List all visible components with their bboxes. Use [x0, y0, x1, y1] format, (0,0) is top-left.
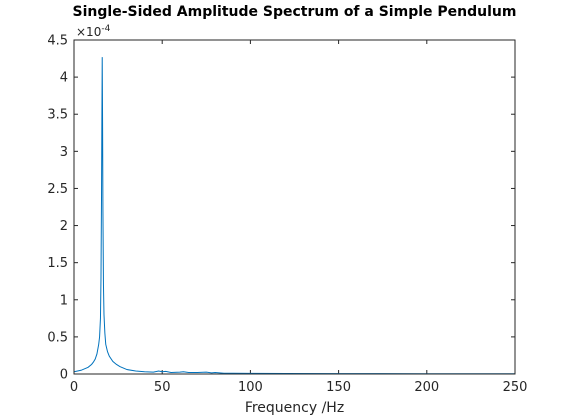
- y-tick-label: 0: [60, 368, 68, 383]
- y-axis-ticks: 0 0.5 1 1.5 2 2.5 3 3.5 4 4.5: [47, 34, 515, 383]
- y-tick-label: 0.5: [47, 330, 68, 345]
- plot-background: [74, 40, 515, 374]
- y-tick-label: 3: [60, 145, 68, 160]
- x-tick-label: 200: [414, 380, 439, 395]
- y-tick-label: 1: [60, 293, 68, 308]
- x-tick-label: 50: [154, 380, 171, 395]
- x-tick-label: 100: [238, 380, 263, 395]
- x-axis-label: Frequency /Hz: [245, 400, 344, 416]
- y-tick-label: 4.5: [47, 34, 68, 49]
- y-tick-label: 4: [60, 71, 68, 86]
- y-exponent-base: ×10: [76, 25, 101, 39]
- plot-box: [73, 39, 516, 375]
- y-tick-label: 3.5: [47, 108, 68, 123]
- y-exponent-power: -4: [101, 24, 110, 34]
- x-tick-label: 250: [503, 380, 528, 395]
- x-tick-label: 150: [326, 380, 351, 395]
- amplitude-spectrum-line: [73, 57, 516, 375]
- chart-title: Single-Sided Amplitude Spectrum of a Sim…: [73, 4, 517, 20]
- y-tick-label: 2: [60, 219, 68, 234]
- y-tick-label: 2.5: [47, 182, 68, 197]
- x-tick-label: 0: [70, 380, 78, 395]
- y-tick-label: 1.5: [47, 256, 68, 271]
- x-axis-ticks: 0 50 100 150 200 250: [70, 40, 528, 395]
- y-exponent-label: ×10-4: [76, 24, 111, 39]
